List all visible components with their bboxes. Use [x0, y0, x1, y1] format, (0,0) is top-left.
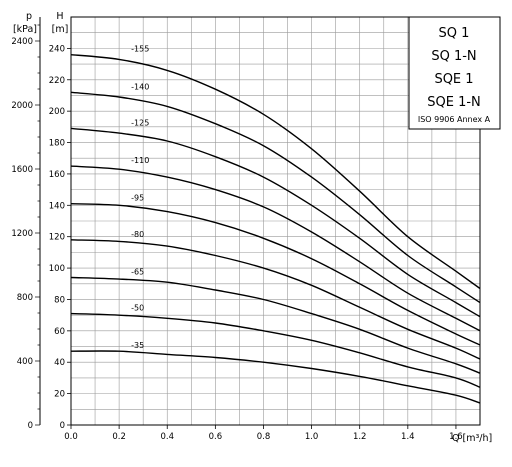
x-axis-label: Q [m³/h] — [452, 433, 492, 444]
legend-note: ISO 9906 Annex A — [418, 115, 491, 124]
x-tick-label: 1.6 — [449, 432, 463, 442]
y-tick-label: 140 — [49, 201, 65, 211]
plot-frame — [70, 16, 481, 426]
y-tick-label: 40 — [54, 358, 65, 368]
legend-box — [408, 16, 501, 130]
y2-tick-label: 0 — [28, 421, 33, 431]
series-label: -50 — [131, 304, 144, 313]
y2-tick-label: 2000 — [11, 101, 33, 111]
series-label: -80 — [131, 230, 144, 239]
series-curve — [70, 203, 481, 346]
series-curve — [70, 276, 481, 374]
y-tick-label: 220 — [49, 76, 65, 86]
labels-layer: -155 -140 -125 -110 -95 -80 -65 -50 -35 — [131, 45, 149, 351]
x-tick-label: 1.4 — [401, 432, 415, 442]
y-tick-label: 20 — [54, 390, 65, 400]
x-tick-label: 0.8 — [257, 432, 271, 442]
x-tick-label: 1.2 — [353, 432, 367, 442]
y-tick-label: 60 — [54, 327, 65, 337]
series-curve — [70, 350, 481, 404]
y-tick-label: 240 — [49, 44, 65, 54]
y-tick-label: 0 — [60, 421, 65, 431]
y2-tick-label: 400 — [17, 357, 33, 367]
series-label: -155 — [131, 45, 149, 54]
y2-tick-label: 1600 — [11, 165, 33, 175]
x-tick-label: 0.6 — [209, 432, 223, 442]
legend-line-4: SQE 1-N — [427, 95, 481, 110]
y2-tick-label: 800 — [17, 293, 33, 303]
y-tick-label: 160 — [49, 170, 65, 180]
series-label: -110 — [131, 156, 149, 165]
series-curve — [70, 91, 481, 304]
y-tick-label: 200 — [49, 107, 65, 117]
series-label: -35 — [131, 341, 144, 350]
y-axis-symbol: H — [56, 11, 63, 22]
y2-axis-unit: [kPa] — [13, 24, 37, 35]
series-label: -95 — [131, 194, 144, 203]
y-tick-label: 100 — [49, 264, 65, 274]
y2-tick-label: 1200 — [11, 229, 33, 239]
series-label: -140 — [131, 82, 149, 91]
series-curve — [70, 127, 481, 318]
y-tick-label: 120 — [49, 233, 65, 243]
series-label: -65 — [131, 267, 144, 276]
series-curve — [70, 54, 481, 290]
series-layer — [70, 54, 481, 404]
series-label: -125 — [131, 118, 149, 127]
y-tick-label: 80 — [54, 295, 65, 305]
series-curve — [70, 239, 481, 360]
x-tick-label: 0.0 — [64, 432, 78, 442]
legend-line-3: SQE 1 — [434, 72, 473, 87]
series-curve — [70, 165, 481, 332]
y2-axis-symbol: p — [26, 11, 32, 22]
legend-line-1: SQ 1 — [439, 26, 470, 41]
axes: 0.0 0.2 0.4 0.6 0.8 1.0 1.2 1.4 1.6 0 20 40 60 80 100 1… — [11, 16, 481, 442]
y2-tick-label: 2400 — [11, 37, 33, 47]
legend-line-2: SQ 1-N — [431, 49, 476, 64]
y-tick-label: 180 — [49, 139, 65, 149]
y-axis-unit: [m] — [52, 24, 69, 35]
x-tick-label: 0.4 — [160, 432, 174, 442]
legend: SQ 1 SQ 1-N SQE 1 SQE 1-N ISO 9906 Annex… — [408, 16, 501, 130]
series-curve — [70, 312, 481, 388]
x-tick-label: 0.2 — [112, 432, 126, 442]
x-tick-label: 1.0 — [305, 432, 319, 442]
